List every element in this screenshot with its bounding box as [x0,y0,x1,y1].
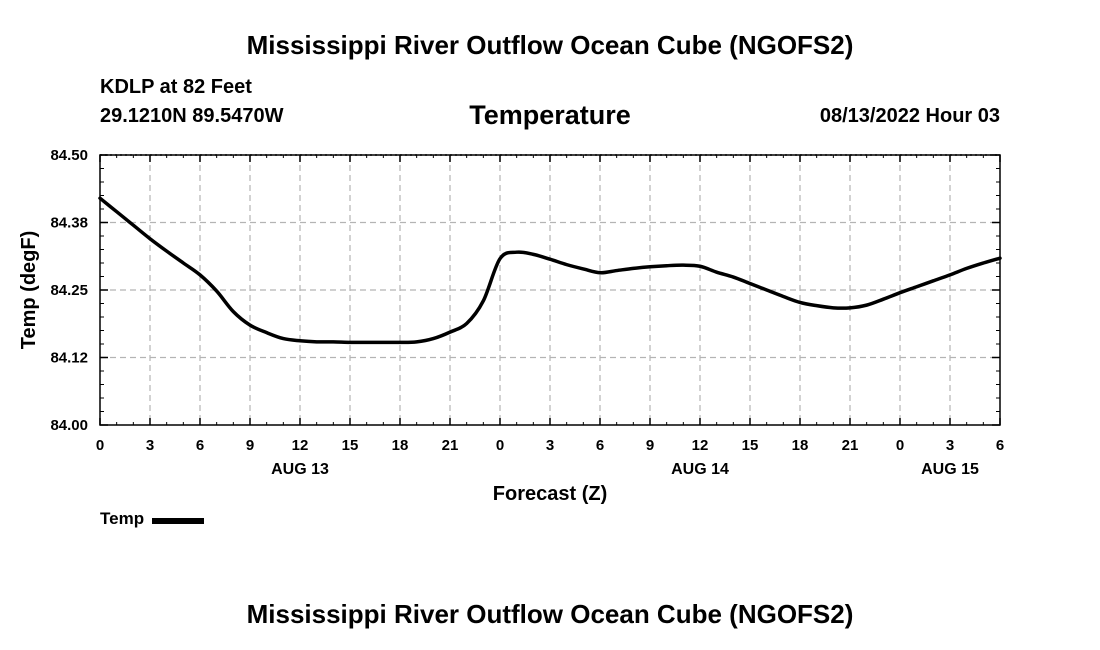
date-label: AUG 13 [271,461,329,478]
x-tick-label: 15 [342,437,359,454]
x-tick-label: 9 [646,437,654,454]
legend-label: Temp [100,509,145,528]
x-tick-label: 6 [196,437,204,454]
station-label: KDLP at 82 Feet [100,76,252,98]
x-tick-label: 18 [392,437,409,454]
x-tick-label: 6 [996,437,1004,454]
x-tick-labels: 0 3 6 9 12 15 18 21 0 3 6 9 12 15 18 21 0 3 6 [96,437,1004,454]
x-tick-label: 3 [546,437,554,454]
x-tick-label: 0 [496,437,504,454]
temp-series-line [98,196,1002,345]
y-tick-label: 84.50 [50,147,88,164]
x-tick-label: 0 [896,437,904,454]
x-tick-label: 3 [146,437,154,454]
x-tick-label: 0 [96,437,104,454]
x-tick-label: 21 [442,437,459,454]
x-axis-label: Forecast (Z) [493,483,607,505]
y-tick-labels: 84.00 84.12 84.25 84.38 84.50 [50,147,88,434]
y-tick-label: 84.25 [50,282,88,299]
x-tick-label: 3 [946,437,954,454]
axis-ticks [99,154,1001,426]
x-tick-label: 9 [246,437,254,454]
x-tick-label: 21 [842,437,859,454]
x-tick-label: 12 [692,437,709,454]
footer-title: Mississippi River Outflow Ocean Cube (NG… [246,599,854,629]
y-tick-label: 84.12 [50,350,88,367]
main-title: Mississippi River Outflow Ocean Cube (NG… [246,30,854,60]
forecast-datetime: 08/13/2022 Hour 03 [819,105,1000,127]
y-axis-label: Temp (degF) [18,231,40,350]
x-tick-label: 18 [792,437,809,454]
date-labels: AUG 13 AUG 14 AUG 15 [271,461,979,478]
y-tick-label: 84.38 [50,215,88,232]
station-coordinates: 29.1210N 89.5470W [100,105,284,127]
y-tick-label: 84.00 [50,417,88,434]
x-tick-label: 15 [742,437,759,454]
date-label: AUG 15 [921,461,979,478]
x-tick-label: 12 [292,437,309,454]
legend: Temp [100,509,205,529]
x-tick-label: 6 [596,437,604,454]
date-label: AUG 14 [671,461,729,478]
chart-title: Temperature [469,100,631,130]
grid [100,154,1000,425]
legend-line-swatch [152,517,205,524]
